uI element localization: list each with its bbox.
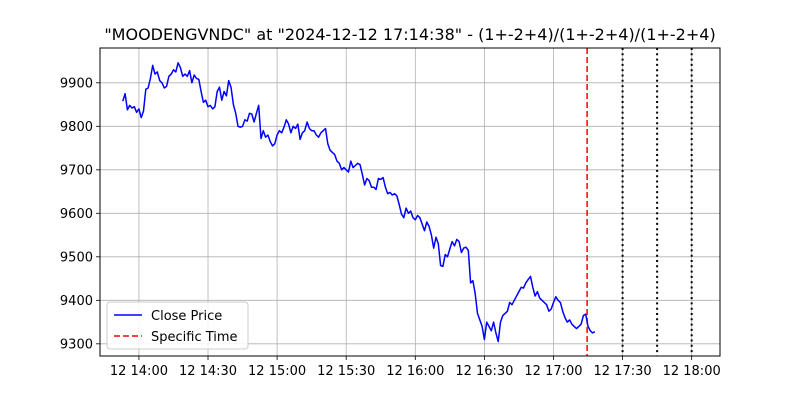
y-tick-label: 9900: [60, 76, 93, 91]
x-tick-label: 12 14:00: [110, 364, 168, 379]
legend: Close Price Specific Time: [106, 301, 249, 350]
plot-frame: [99, 47, 721, 357]
x-tick-label: 12 17:30: [594, 364, 652, 379]
y-tick-label: 9800: [60, 120, 93, 135]
y-tick-label: 9500: [60, 250, 93, 265]
close-price-line: [122, 62, 596, 343]
y-tick-label: 9600: [60, 207, 93, 222]
x-tick-label: 12 16:30: [455, 364, 513, 379]
x-tick-label: 12 16:00: [386, 364, 444, 379]
reference-lines: [586, 48, 693, 356]
series-layer: [122, 62, 596, 343]
legend-label: Close Price: [151, 309, 222, 324]
x-tick-label: 12 15:00: [248, 364, 306, 379]
chart-title: "MOODENGVNDC" at "2024-12-12 17:14:38" -…: [104, 25, 715, 44]
y-tick-label: 9700: [60, 163, 93, 178]
y-tick-label: 9300: [60, 337, 93, 352]
x-tick-label: 12 14:30: [179, 364, 237, 379]
legend-label: Specific Time: [151, 330, 238, 345]
y-axis: 9300 9400 9500 9600 9700 9800 9900: [60, 76, 100, 352]
x-tick-label: 12 15:30: [317, 364, 375, 379]
x-tick-label: 12 17:00: [524, 364, 582, 379]
x-axis: 12 14:00 12 14:30 12 15:00 12 15:30 12 16:00…: [110, 356, 721, 379]
y-tick-label: 9400: [60, 294, 93, 309]
legend-box: [106, 301, 249, 350]
x-tick-label: 12 18:00: [663, 364, 721, 379]
